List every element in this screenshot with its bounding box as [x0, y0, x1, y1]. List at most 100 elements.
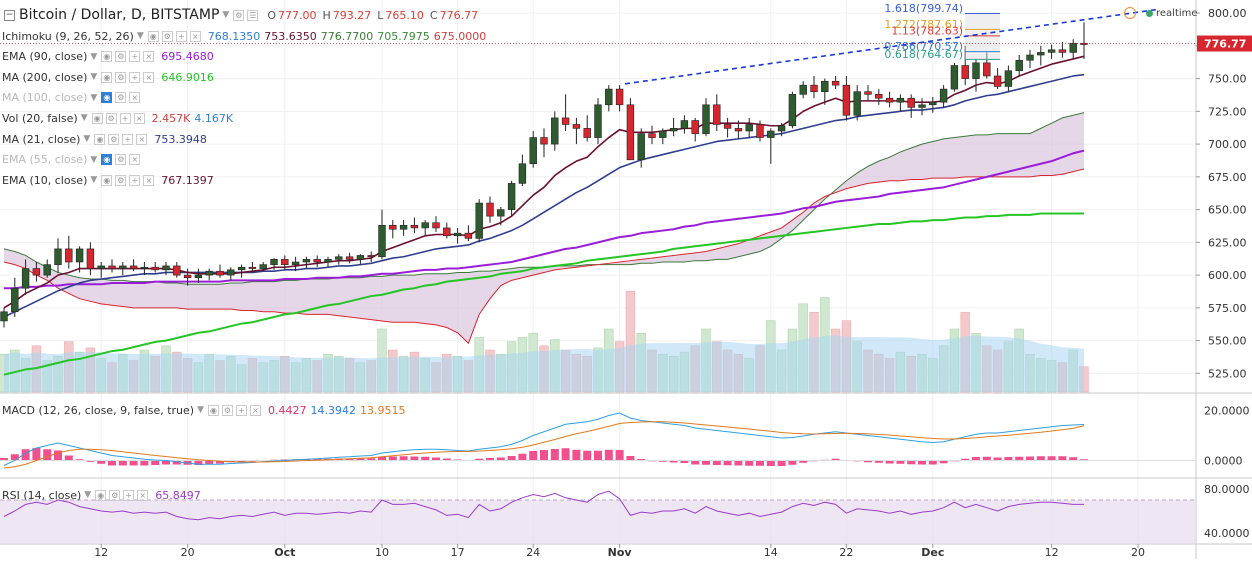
macd-histogram-bar	[615, 450, 624, 461]
chevron-down-icon[interactable]: ▼	[83, 134, 91, 144]
indicator-name[interactable]: MA (200, close)	[2, 70, 88, 84]
macd-histogram-bar	[32, 448, 41, 461]
indicator-name[interactable]: MA (100, close)	[2, 91, 88, 105]
indicator-value: 705.7975	[377, 29, 430, 43]
eye-icon[interactable]: ◉	[101, 51, 113, 63]
macd-histogram-bar	[896, 460, 905, 464]
macd-histogram-bar	[140, 460, 149, 466]
gear-icon[interactable]: ⚙	[161, 30, 173, 42]
indicator-name[interactable]: MACD (12, 26, close, 9, false, true)	[2, 403, 195, 417]
gear-icon[interactable]: ⚙	[222, 404, 234, 416]
close-icon[interactable]: ×	[137, 489, 149, 501]
close-icon[interactable]: ×	[143, 51, 155, 63]
eye-icon[interactable]: ◉	[147, 30, 159, 42]
gear-icon[interactable]: ⚙	[108, 133, 120, 145]
more-icon[interactable]: +	[122, 133, 134, 145]
chevron-down-icon[interactable]: ▼	[90, 72, 98, 83]
chevron-down-icon[interactable]: ▼	[84, 490, 92, 500]
candle-body	[75, 248, 84, 263]
macd-histogram-bar	[766, 460, 775, 466]
candle-body	[788, 94, 797, 127]
candle-body	[270, 259, 278, 265]
close-icon[interactable]: ×	[129, 154, 141, 166]
close-icon[interactable]: ×	[250, 404, 262, 416]
eye-icon[interactable]: ◉	[101, 154, 113, 166]
candle-body	[583, 128, 591, 138]
close-icon[interactable]: ×	[129, 92, 141, 104]
macd-histogram-bar	[0, 458, 8, 461]
eye-icon[interactable]: ◉	[101, 174, 113, 186]
chevron-down-icon[interactable]: ▼	[90, 175, 98, 186]
more-icon[interactable]: +	[129, 71, 141, 83]
candle-body	[205, 270, 213, 276]
eye-icon[interactable]: ◉	[91, 112, 103, 124]
macd-histogram-bar	[507, 456, 516, 461]
eye-icon[interactable]: ◉	[101, 71, 113, 83]
chevron-down-icon[interactable]: ▼	[136, 31, 144, 41]
indicator-name[interactable]: Vol (20, false)	[2, 111, 78, 125]
more-icon[interactable]: +	[129, 174, 141, 186]
gear-icon[interactable]: ⚙	[115, 71, 127, 83]
gear-icon[interactable]: ⚙	[115, 154, 127, 166]
more-icon[interactable]: +	[129, 51, 141, 63]
indicator-name[interactable]: EMA (10, close)	[2, 173, 88, 187]
candle-body	[389, 225, 397, 230]
eye-icon[interactable]: ◉	[101, 92, 113, 104]
eye-icon[interactable]: ◉	[208, 404, 220, 416]
eye-icon[interactable]: ◉	[95, 489, 107, 501]
close-icon[interactable]: ×	[189, 30, 201, 42]
more-icon[interactable]: +	[236, 404, 248, 416]
candle-body	[615, 88, 624, 106]
chevron-down-icon[interactable]: ▼	[90, 92, 98, 103]
close-icon[interactable]: ×	[143, 174, 155, 186]
close-icon[interactable]: ×	[136, 133, 148, 145]
eye-icon[interactable]: ◉	[94, 133, 106, 145]
date-tick-label: Nov	[608, 546, 633, 559]
candle-body	[281, 259, 289, 265]
candle-body	[1026, 54, 1034, 61]
realtime-indicator[interactable]: realtime	[1124, 7, 1198, 19]
chevron-down-icon[interactable]: ▼	[222, 10, 230, 20]
volume-layer	[0, 290, 1089, 393]
indicator-name[interactable]: RSI (14, close)	[2, 488, 82, 502]
symbol-title[interactable]: Bitcoin / Dollar, D, BITSTAMP	[19, 7, 220, 23]
gear-icon[interactable]: ⚙	[115, 174, 127, 186]
alert-ring-icon[interactable]	[1124, 7, 1136, 19]
date-tick-label: 12	[1045, 546, 1059, 559]
settings-icon[interactable]: ⚙	[233, 9, 245, 21]
macd-histogram-bar	[378, 456, 386, 461]
chevron-down-icon[interactable]: ▼	[90, 51, 98, 62]
macd-histogram-bar	[518, 453, 527, 461]
close-icon[interactable]: ×	[133, 112, 145, 124]
more-icon[interactable]: +	[119, 112, 131, 124]
macd-histogram-bar	[961, 458, 970, 461]
chevron-down-icon[interactable]: ▼	[90, 154, 98, 165]
gear-icon[interactable]: ⚙	[115, 92, 127, 104]
gear-icon[interactable]: ⚙	[109, 489, 121, 501]
macd-histogram-bar	[874, 460, 883, 463]
chevron-down-icon[interactable]: ▼	[197, 405, 205, 415]
candle-body	[140, 266, 149, 269]
candle-body	[842, 84, 851, 116]
candle-body	[885, 97, 894, 103]
indicator-row: Vol (20, false) ▼ ◉ ⚙ + × 2.457K 4.167K	[2, 110, 233, 126]
macd-histogram-bar	[799, 460, 808, 463]
more-icon[interactable]: +	[175, 30, 187, 42]
chevron-down-icon[interactable]: ▼	[80, 113, 88, 124]
candle-body	[54, 248, 62, 265]
ema90-line	[4, 149, 1085, 290]
more-icon[interactable]: +	[123, 489, 135, 501]
indicator-name[interactable]: EMA (55, close)	[2, 153, 88, 167]
close-icon[interactable]: ×	[143, 71, 155, 83]
indicator-name[interactable]: MA (21, close)	[2, 132, 81, 146]
macd-histogram-bar	[367, 458, 376, 461]
indicator-name[interactable]: Ichimoku (9, 26, 52, 26)	[2, 29, 134, 43]
indicator-name[interactable]: EMA (90, close)	[2, 50, 88, 64]
gear-icon[interactable]: ☰	[247, 9, 259, 21]
price-tick-label: 750.00	[1208, 73, 1247, 86]
macd-histogram-bar	[21, 449, 30, 461]
gear-icon[interactable]: ⚙	[105, 112, 117, 124]
gear-icon[interactable]: ⚙	[115, 51, 127, 63]
collapse-icon[interactable]: −	[4, 9, 15, 21]
